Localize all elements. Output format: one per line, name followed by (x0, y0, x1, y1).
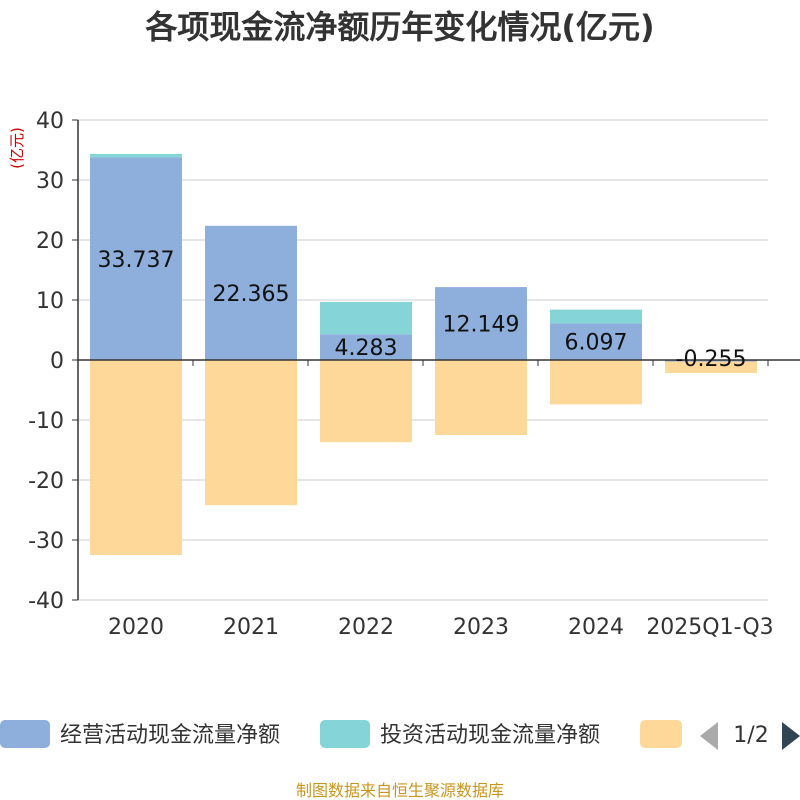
data-labels: 33.737 22.365 4.283 12.149 6.097 -0.255 (98, 248, 747, 372)
y-axis-unit: (亿元) (8, 127, 26, 169)
y-tick-label: 20 (36, 229, 64, 254)
y-tick-label: 40 (36, 109, 64, 134)
legend-page-indicator: 1/2 (733, 723, 768, 748)
legend-label-operating[interactable]: 经营活动现金流量净额 (60, 723, 280, 748)
bar-s0-2022[interactable] (320, 334, 412, 360)
bar-s2-2024[interactable] (550, 360, 642, 405)
legend-label-investing[interactable]: 投资活动现金流量净额 (380, 723, 600, 748)
bar-s2-2022[interactable] (320, 360, 412, 443)
y-tick-label: 30 (36, 169, 64, 194)
bar-s2-2021[interactable] (205, 360, 297, 506)
bar-s2-2025Q1-Q3[interactable] (665, 361, 757, 373)
legend-swatch-operating[interactable] (0, 720, 50, 748)
bar-s1-2024[interactable] (550, 309, 642, 324)
legend-swatch-investing[interactable] (320, 720, 370, 748)
x-tick-label: 2021 (223, 615, 279, 640)
y-tick-label: -10 (28, 409, 64, 434)
y-tick-label: 0 (50, 349, 64, 374)
chart-title: 各项现金流净额历年变化情况(亿元) (145, 8, 654, 46)
legend: 经营活动现金流量净额 投资活动现金流量净额 1/2 (0, 720, 800, 750)
bar-s1-2020[interactable] (90, 153, 182, 158)
x-tick-label: 2024 (568, 615, 624, 640)
bar-s0-2020[interactable] (90, 157, 182, 360)
data-label: 33.737 (98, 248, 175, 273)
bars (90, 153, 757, 555)
data-label: 12.149 (443, 313, 520, 338)
bar-s2-2023[interactable] (435, 360, 527, 435)
bar-s0-2023[interactable] (435, 287, 527, 360)
x-tick-label: 2022 (338, 615, 394, 640)
data-label: 6.097 (565, 331, 628, 356)
bar-s0-2021[interactable] (205, 225, 297, 360)
x-tick-label: 2025Q1-Q3 (646, 615, 773, 640)
bar-s2-2020[interactable] (90, 360, 182, 555)
bar-s0-2024[interactable] (550, 323, 642, 360)
x-tick-label: 2020 (108, 615, 164, 640)
legend-swatch-financing[interactable] (640, 720, 682, 748)
legend-prev-page-icon[interactable] (700, 722, 718, 750)
y-tick-label: -40 (28, 589, 64, 614)
bar-s1-2022[interactable] (320, 301, 412, 335)
bar-s0-2025Q1-Q3[interactable] (665, 360, 757, 362)
legend-next-page-icon[interactable] (782, 722, 800, 750)
y-tick-label: 10 (36, 289, 64, 314)
x-tick-label: 2023 (453, 615, 509, 640)
axes: 40 30 20 10 0 -10 -20 -30 -40 2020 2021 2022 2023 202… (28, 109, 800, 640)
y-tick-label: -20 (28, 469, 64, 494)
source-note: 制图数据来自恒生聚源数据库 (296, 781, 504, 800)
y-tick-label: -30 (28, 529, 64, 554)
data-label: -0.255 (676, 347, 747, 372)
data-label: 4.283 (335, 336, 398, 361)
data-label: 22.365 (213, 282, 290, 307)
